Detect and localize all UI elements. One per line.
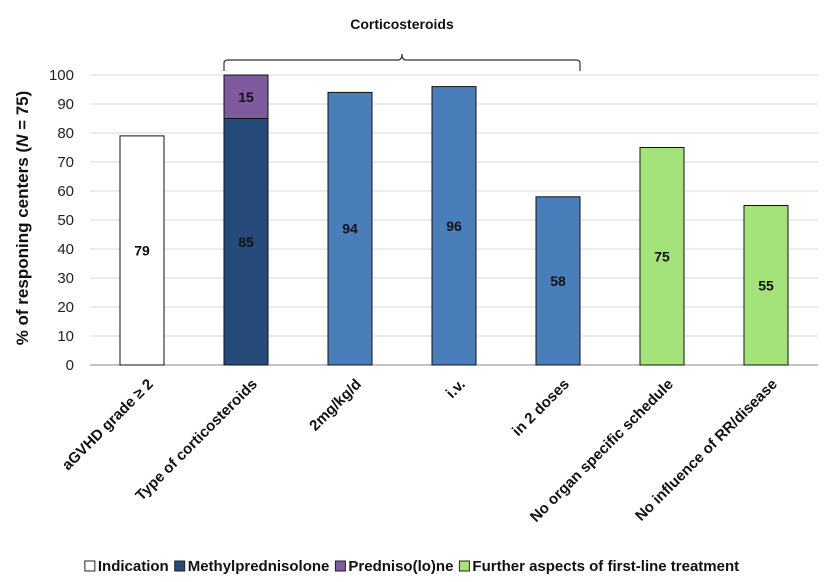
y-tick-label: 100	[49, 67, 74, 84]
data-label: 96	[446, 218, 462, 234]
legend-swatch	[84, 560, 96, 572]
y-tick-label: 50	[57, 212, 74, 229]
legend-label: Predniso(lo)ne	[348, 558, 453, 575]
data-label: 55	[758, 277, 774, 293]
bar-methylprednisolone	[327, 91, 373, 366]
y-tick-label: 10	[57, 328, 74, 345]
x-tick-label: in 2 doses	[509, 376, 573, 440]
x-tick-label: i.v.	[443, 376, 469, 402]
x-tick-label: aGVHD grade ≥ 2	[59, 376, 157, 474]
bar-further-aspects-of-first-line-treatment	[639, 147, 685, 366]
brace-label: Corticosteroids	[350, 16, 454, 32]
y-tick-label: 40	[57, 241, 74, 258]
y-tick-label: 30	[57, 270, 74, 287]
legend-label: Methylprednisolone	[188, 558, 330, 575]
brace-line	[223, 53, 581, 71]
y-tick-label: 20	[57, 299, 74, 316]
y-tick-label: 70	[57, 154, 74, 171]
data-label: 79	[134, 242, 150, 258]
legend-swatch	[458, 560, 470, 572]
legend-label: Further aspects of first-line treatment	[472, 558, 739, 575]
y-axis-label: % of responing centers (N = 75)	[13, 91, 32, 346]
bar-methylprednisolone	[431, 86, 477, 366]
bar-indication	[119, 135, 165, 366]
legend-swatch	[174, 560, 186, 572]
y-tick-label: 0	[66, 357, 74, 374]
corticosteroids-brace: Corticosteroids	[223, 16, 581, 71]
data-label: 58	[550, 273, 566, 289]
data-label: 94	[342, 221, 358, 237]
data-label: 15	[238, 89, 254, 105]
data-label: 85	[238, 234, 254, 250]
legend-label: Indication	[98, 558, 169, 575]
y-tick-label: 60	[57, 183, 74, 200]
bar-methylprednisolone	[535, 196, 581, 366]
legend: Indication Methylprednisolone Predniso(lo)…	[84, 558, 739, 575]
bar-further-aspects-of-first-line-treatment	[743, 205, 789, 366]
x-tick-label: Type of corticosteroids	[132, 376, 261, 505]
x-tick-label: 2mg/kg/d	[306, 376, 365, 435]
y-tick-label: 80	[57, 125, 74, 142]
bars: 79 85 94 96 58 15 75 55	[119, 74, 789, 366]
y-axis-ticks: 0 10 20 30 40 50 60 70 80 90 100	[49, 67, 74, 374]
bar-methylprednisolone	[223, 118, 269, 366]
legend-swatch	[334, 560, 346, 572]
bar-predniso-lo-ne	[223, 74, 269, 119]
y-tick-label: 90	[57, 96, 74, 113]
data-label: 75	[654, 248, 670, 264]
